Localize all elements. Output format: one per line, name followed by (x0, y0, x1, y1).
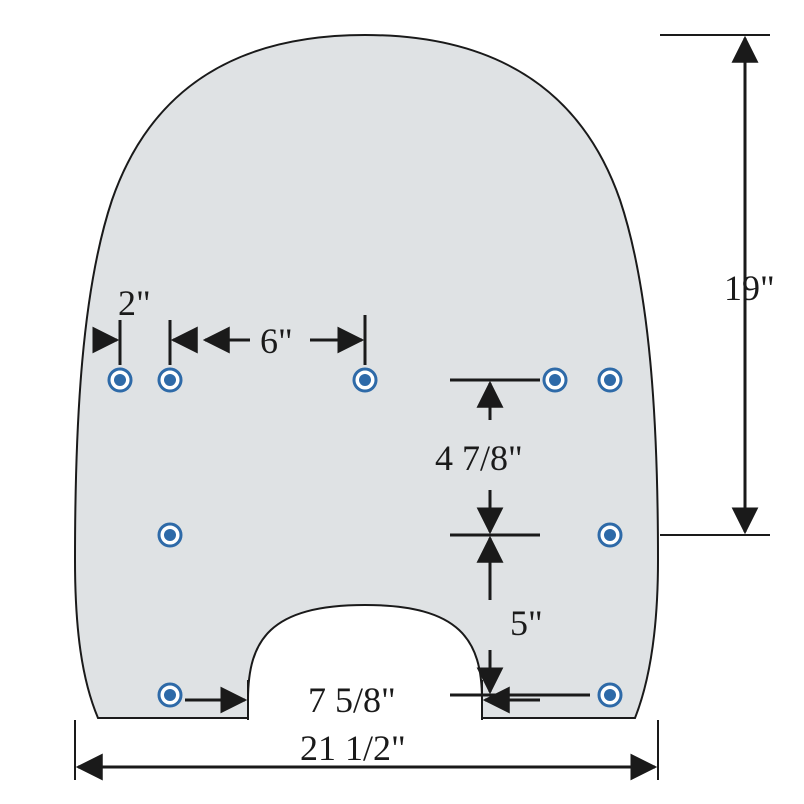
hole (109, 369, 131, 391)
dim-vert-5-label: 5" (510, 603, 543, 643)
dim-gap-6-label: 6" (260, 321, 293, 361)
dim-width-21-5: 21 1/2" (75, 720, 658, 780)
hole (544, 369, 566, 391)
hole (159, 369, 181, 391)
dim-width-21-5-label: 21 1/2" (300, 728, 406, 768)
dim-notch-label: 7 5/8" (308, 680, 396, 720)
diagram-svg: 19" 21 1/2" 7 5/8" 2" 6" 4 7/8" (0, 0, 804, 804)
hole (599, 524, 621, 546)
hole (354, 369, 376, 391)
hole (159, 684, 181, 706)
dim-gap-2-label: 2" (118, 283, 151, 323)
hole (599, 684, 621, 706)
hole (159, 524, 181, 546)
dim-height-19: 19" (660, 35, 775, 535)
dim-vert-4-7-8-label: 4 7/8" (435, 438, 523, 478)
dim-height-19-label: 19" (724, 268, 775, 308)
hole (599, 369, 621, 391)
